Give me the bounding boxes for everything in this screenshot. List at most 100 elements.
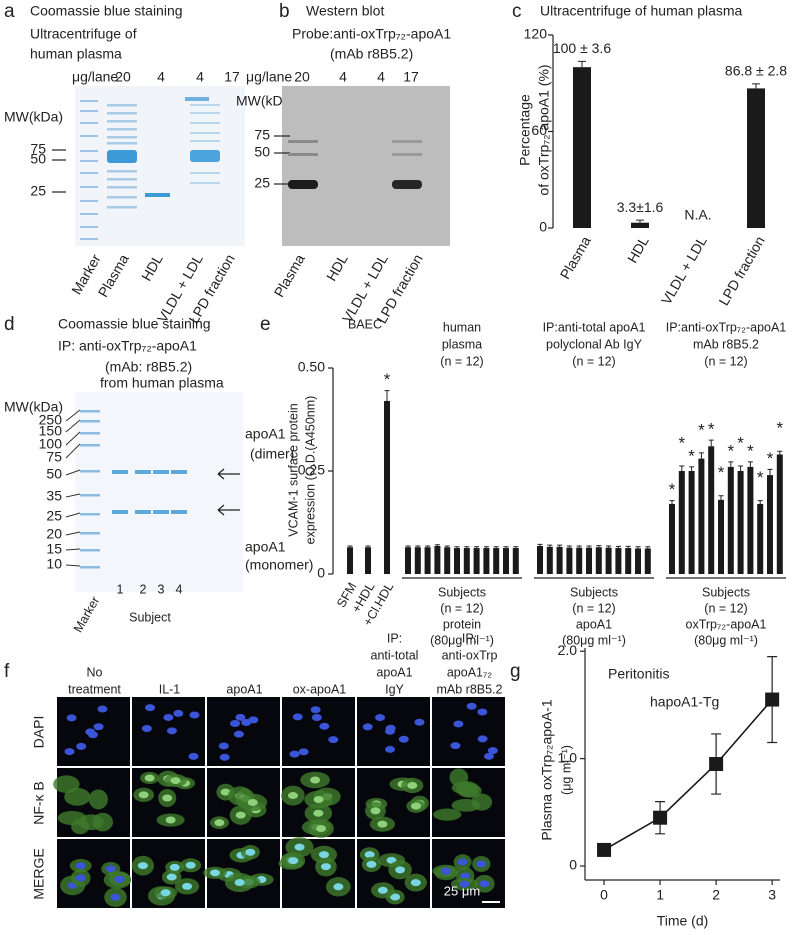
x-tick-label: LPD fraction (715, 233, 767, 308)
lane-label: 3 (158, 582, 165, 596)
nucleus (160, 889, 171, 897)
error-bar (606, 545, 612, 548)
error-bar (405, 545, 411, 548)
mw-marker: 75 (46, 449, 62, 465)
significance-mark: * (708, 420, 715, 439)
error-bar (777, 450, 783, 455)
gel-band (145, 193, 170, 197)
gel-band (171, 510, 187, 514)
value-label: N.A. (684, 207, 711, 223)
y-tick-label: 0.50 (298, 359, 325, 375)
y-axis-label: of oxTrp₇₂ apoA1 (%) (536, 64, 552, 195)
marker (653, 810, 668, 825)
nucleus (407, 781, 418, 789)
y-tick-label: 2.0 (558, 642, 578, 658)
error-bar (384, 390, 390, 401)
nucleus (292, 713, 303, 721)
error-bar (586, 545, 592, 548)
error-bar (464, 546, 470, 549)
mw-marker: 25 (30, 183, 46, 199)
mw-marker: 75 (30, 141, 46, 157)
bar (493, 548, 500, 574)
mw-marker: 50 (254, 144, 270, 160)
gel-band (107, 206, 137, 209)
group-footer: (n = 12) (704, 601, 747, 615)
mw-leader (65, 469, 81, 476)
error-bar (636, 219, 644, 223)
error-bar (547, 544, 553, 547)
blot-band (392, 140, 422, 143)
mw-marker: 10 (46, 556, 62, 572)
error-bar (483, 546, 489, 549)
group-footer: (80μg ml⁻¹) (430, 633, 494, 647)
mw-marker: 20 (46, 526, 62, 542)
nucleus (241, 719, 252, 727)
bar (566, 547, 573, 574)
gel-band (190, 172, 220, 174)
nucleus (93, 723, 104, 731)
panel-subtitle: (mAb r8B5.2) (330, 46, 413, 62)
nucleus (385, 724, 396, 732)
nucleus (287, 792, 298, 800)
error-bar (454, 546, 460, 549)
error-bar (625, 545, 631, 549)
nucleus (294, 843, 305, 851)
line (603, 699, 773, 851)
row-label: MERGE (31, 848, 47, 899)
chart-title: Peritonitis (608, 666, 669, 682)
ladder-band (80, 432, 100, 435)
chart-title: BAEC (348, 317, 382, 331)
panel-label: a (4, 1, 15, 22)
column-header: mAb r8B5.2 (436, 682, 502, 696)
panel-subtitle: IP: anti-oxTrp₇₂-apoA1 (58, 338, 197, 354)
band-annotation: (monomer) (245, 557, 313, 573)
nucleus (395, 866, 406, 874)
nucleus (114, 875, 125, 883)
y-axis-label: VCAM-1 surface protein (286, 403, 300, 536)
gel-band (171, 470, 187, 474)
marker (709, 757, 724, 771)
significance-mark: * (737, 434, 744, 453)
error-bar (474, 546, 480, 549)
nucleus (440, 867, 451, 875)
group-footer: oxTrp₇₂-apoA1 (686, 617, 767, 631)
y-axis-label: Plasma oxTrp₇₂apoA-1 (539, 699, 555, 840)
panel-subtitle: from human plasma (100, 375, 224, 391)
lane-label: HDL (323, 251, 351, 283)
panel-label: e (260, 314, 271, 335)
nucleus (328, 736, 339, 744)
column-header: No (87, 665, 103, 679)
column-header: anti-total (371, 648, 419, 662)
nucleus (362, 723, 373, 731)
scale-bar-label: 25 μm (444, 883, 480, 898)
error-bar (767, 468, 773, 476)
column-header: IgY (385, 682, 404, 696)
band-annotation: apoA1 (245, 539, 286, 555)
significance-mark: * (767, 449, 774, 468)
marker (765, 692, 780, 707)
nucleus (138, 791, 149, 799)
nucleus (233, 730, 244, 738)
mw-label: MW(kDa) (4, 109, 63, 125)
nucleus (453, 720, 464, 728)
cell (88, 789, 108, 810)
error-bar (537, 543, 543, 546)
band-annotation: (dimer) (250, 446, 294, 462)
ladder-band (80, 532, 100, 535)
bar (776, 454, 783, 574)
ladder-band (80, 100, 98, 102)
nucleus (166, 873, 177, 881)
panel-subtitle: Probe:anti-oxTrp₇₂-apoA1 (292, 26, 451, 42)
nucleus (390, 893, 401, 901)
error-bar (557, 544, 563, 547)
error-bar (347, 545, 353, 548)
significance-mark: * (698, 420, 705, 439)
arrow (217, 504, 225, 511)
bar (537, 545, 543, 574)
nucleus (410, 879, 421, 887)
y-tick-label: 1.0 (558, 749, 578, 765)
nucleus (487, 747, 498, 755)
group-header: (n = 12) (704, 354, 747, 368)
bar (365, 547, 371, 574)
nucleus (230, 720, 241, 728)
